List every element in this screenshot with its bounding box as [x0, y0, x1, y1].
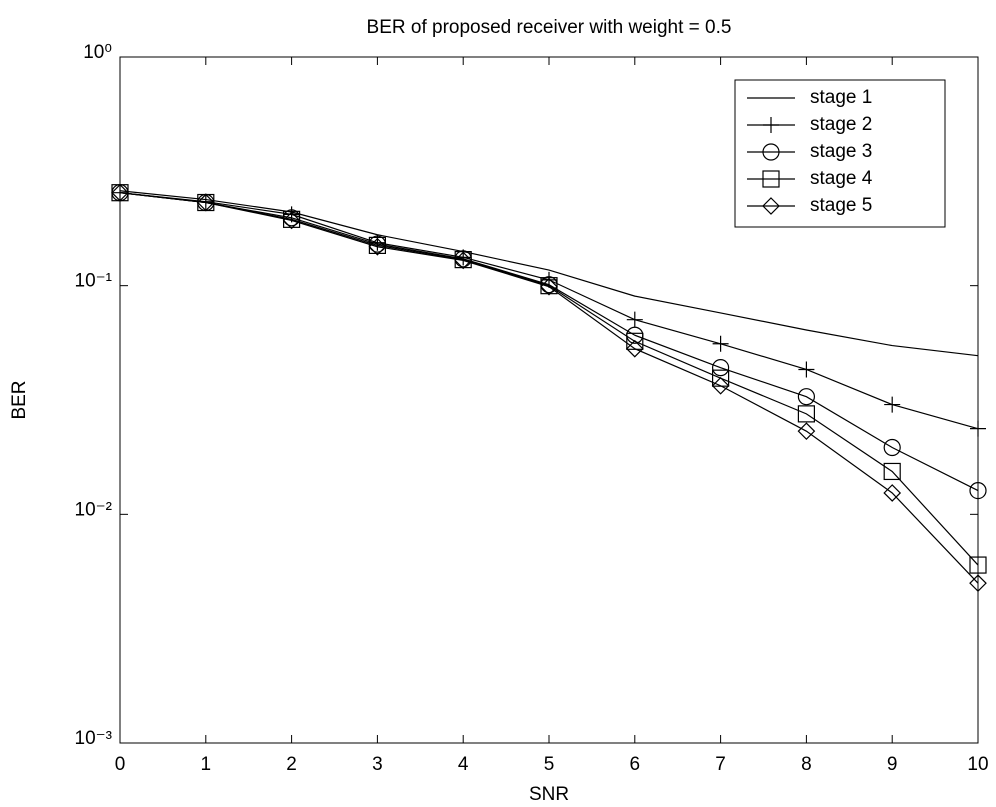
x-tick-label: 1: [201, 754, 212, 775]
chart: BER of proposed receiver with weight = 0…: [0, 0, 996, 807]
y-tick-label: 10⁰: [83, 42, 112, 63]
x-tick-label: 9: [887, 754, 898, 775]
legend-label: stage 2: [810, 114, 872, 135]
x-tick-label: 6: [630, 754, 641, 775]
legend-label: stage 4: [810, 168, 873, 189]
x-tick-label: 8: [801, 754, 812, 775]
x-tick-label: 4: [458, 754, 469, 775]
x-tick-label: 2: [286, 754, 297, 775]
legend-label: stage 3: [810, 141, 872, 162]
y-tick-label: 10⁻³: [75, 728, 113, 749]
x-axis-label: SNR: [529, 784, 569, 805]
x-tick-label: 5: [544, 754, 555, 775]
y-tick-label: 10⁻¹: [75, 271, 113, 292]
x-tick-label: 3: [372, 754, 383, 775]
y-axis-label: BER: [9, 380, 30, 419]
x-tick-label: 7: [715, 754, 726, 775]
y-tick-label: 10⁻²: [75, 499, 113, 520]
legend-label: stage 5: [810, 195, 872, 216]
chart-title: BER of proposed receiver with weight = 0…: [367, 17, 732, 38]
x-tick-label: 10: [967, 754, 988, 775]
x-tick-label: 0: [115, 754, 126, 775]
legend-label: stage 1: [810, 87, 872, 108]
